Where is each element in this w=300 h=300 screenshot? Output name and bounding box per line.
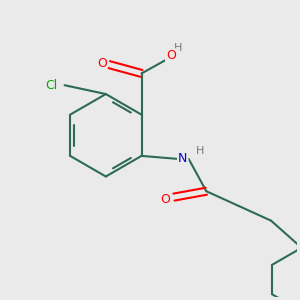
Text: Cl: Cl bbox=[45, 79, 58, 92]
Text: O: O bbox=[161, 193, 171, 206]
Text: H: H bbox=[196, 146, 204, 157]
Text: O: O bbox=[97, 57, 107, 70]
Text: H: H bbox=[174, 44, 182, 53]
Text: O: O bbox=[166, 49, 176, 62]
Text: N: N bbox=[178, 152, 188, 165]
